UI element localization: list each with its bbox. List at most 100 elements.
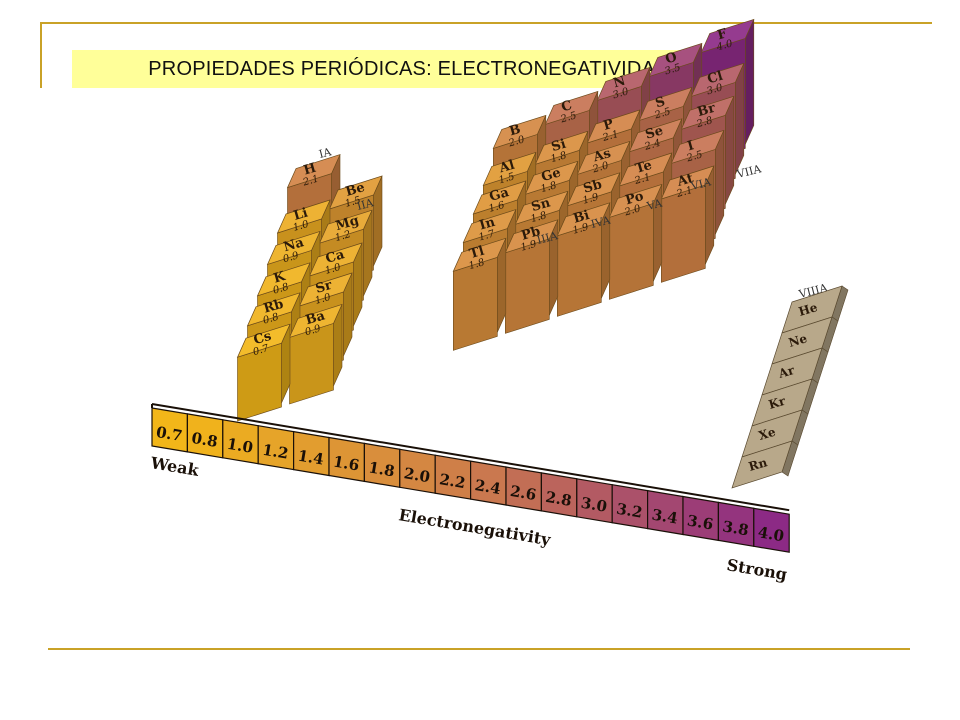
- cell-top-face: [246, 292, 301, 327]
- cell-top-face: [236, 323, 291, 358]
- element-cell-bi: Bi1.9: [556, 202, 611, 317]
- electronegativity-axis-label: Electronegativity: [397, 505, 552, 549]
- cell-top-face: [544, 90, 599, 125]
- cell-front-face: [556, 221, 602, 317]
- element-symbol: Tl: [468, 244, 486, 262]
- top-rule: [40, 22, 932, 24]
- element-symbol: Ge: [540, 165, 563, 185]
- cell-side-face: [744, 19, 755, 145]
- scale-cell: 2.0: [399, 448, 436, 494]
- element-cell-cs: Cs0.7: [236, 323, 291, 422]
- element-value: 2.4: [643, 138, 662, 153]
- cell-front-face: [660, 184, 706, 283]
- scale-cell: 1.0: [222, 419, 259, 465]
- cell-top-face: [482, 151, 537, 186]
- scale-cell: 3.6: [682, 495, 720, 542]
- element-value: 1.8: [468, 257, 486, 272]
- scale-cell: 1.2: [257, 424, 295, 471]
- noble-symbol: He: [797, 300, 819, 319]
- cell-front-face: [504, 238, 550, 334]
- group-label-iiia: IIIA: [536, 229, 561, 247]
- group-label-viia: VIIA: [735, 162, 764, 181]
- cell-top-face: [628, 118, 683, 153]
- element-symbol: In: [478, 215, 498, 234]
- cell-top-face: [566, 172, 621, 207]
- left-rule: [40, 22, 42, 88]
- cell-top-face: [256, 262, 311, 297]
- scale-cell: 1.4: [293, 430, 330, 477]
- scale-cell: 3.0: [576, 478, 613, 524]
- element-symbol: B: [508, 122, 523, 139]
- element-value: 4.0: [715, 38, 735, 53]
- element-symbol: Bi: [572, 208, 592, 227]
- scale-cell-value: 1.8: [367, 458, 396, 480]
- element-value: 0.8: [262, 312, 280, 327]
- noble-gas-cell-kr: Kr: [751, 378, 819, 427]
- noble-symbol: Xe: [757, 425, 777, 443]
- scale-cell-value: 3.2: [615, 500, 644, 522]
- element-symbol: Al: [497, 158, 517, 177]
- element-value: 1.7: [478, 228, 497, 243]
- element-symbol: O: [664, 50, 679, 68]
- element-symbol: S: [654, 94, 667, 111]
- cell-top-face: [648, 42, 703, 77]
- scale-cell-value: 2.8: [544, 488, 573, 510]
- scale-cell: 0.8: [186, 413, 224, 459]
- element-symbol: Po: [624, 189, 646, 208]
- scale-cell: 4.0: [753, 507, 790, 553]
- element-value: 2.1: [675, 185, 694, 200]
- scale-top-edge: [151, 403, 790, 512]
- element-value: 2.0: [507, 134, 527, 149]
- element-value: 2.0: [623, 203, 643, 218]
- element-symbol: At: [675, 171, 695, 190]
- cell-top-face: [638, 86, 693, 121]
- element-value: 2.5: [653, 106, 672, 121]
- element-symbol: Br: [696, 101, 717, 120]
- element-value: 1.6: [488, 200, 507, 215]
- element-symbol: Ca: [324, 247, 347, 267]
- scale-cell-value: 1.4: [296, 447, 325, 469]
- cell-top-face: [472, 180, 527, 215]
- element-symbol: Na: [282, 235, 306, 255]
- element-symbol: Sn: [530, 195, 553, 215]
- element-symbol: P: [602, 117, 616, 134]
- element-value: 3.0: [612, 86, 631, 101]
- element-cell-ba: Ba0.9: [288, 303, 343, 405]
- cell-top-face: [286, 154, 341, 189]
- element-value: 2.8: [695, 115, 714, 130]
- element-cell-pb: Pb1.9: [504, 219, 559, 334]
- cell-top-face: [492, 114, 547, 149]
- scale-cell: 0.7: [151, 407, 188, 453]
- element-symbol: H: [302, 161, 318, 179]
- element-value: 1.8: [540, 180, 558, 195]
- cell-top-face: [308, 242, 363, 277]
- scale-cell-value: 1.0: [226, 435, 255, 457]
- cell-top-face: [556, 202, 611, 237]
- element-value: 1.0: [324, 262, 343, 277]
- noble-symbol: Ar: [776, 363, 796, 381]
- cell-top-face: [276, 199, 331, 234]
- cell-top-face: [670, 129, 725, 164]
- scale-cell-value: 2.4: [473, 476, 502, 498]
- element-value: 1.5: [344, 195, 362, 210]
- scale-cell: 2.8: [540, 472, 578, 518]
- element-symbol: Li: [292, 206, 310, 224]
- scale-cell: 3.8: [717, 501, 755, 548]
- scale-cell-value: 3.8: [721, 517, 750, 539]
- element-value: 3.5: [664, 62, 682, 77]
- cell-top-face: [298, 272, 353, 307]
- group-label-ia: IA: [318, 145, 334, 161]
- scale-cell-value: 2.6: [509, 482, 538, 504]
- element-value: 2.5: [559, 110, 578, 125]
- cell-top-face: [576, 140, 631, 175]
- cell-top-face: [700, 18, 755, 53]
- element-value: 2.1: [633, 172, 652, 187]
- element-cell-po: Po2.0: [608, 183, 663, 300]
- scale-cell-value: 3.4: [650, 506, 679, 528]
- group-label-via: VIA: [689, 175, 714, 193]
- scale-cell: 2.6: [505, 466, 543, 512]
- scale-cell: 2.2: [434, 454, 472, 500]
- scale-cell: 3.4: [646, 489, 684, 536]
- element-value: 2.0: [591, 160, 611, 175]
